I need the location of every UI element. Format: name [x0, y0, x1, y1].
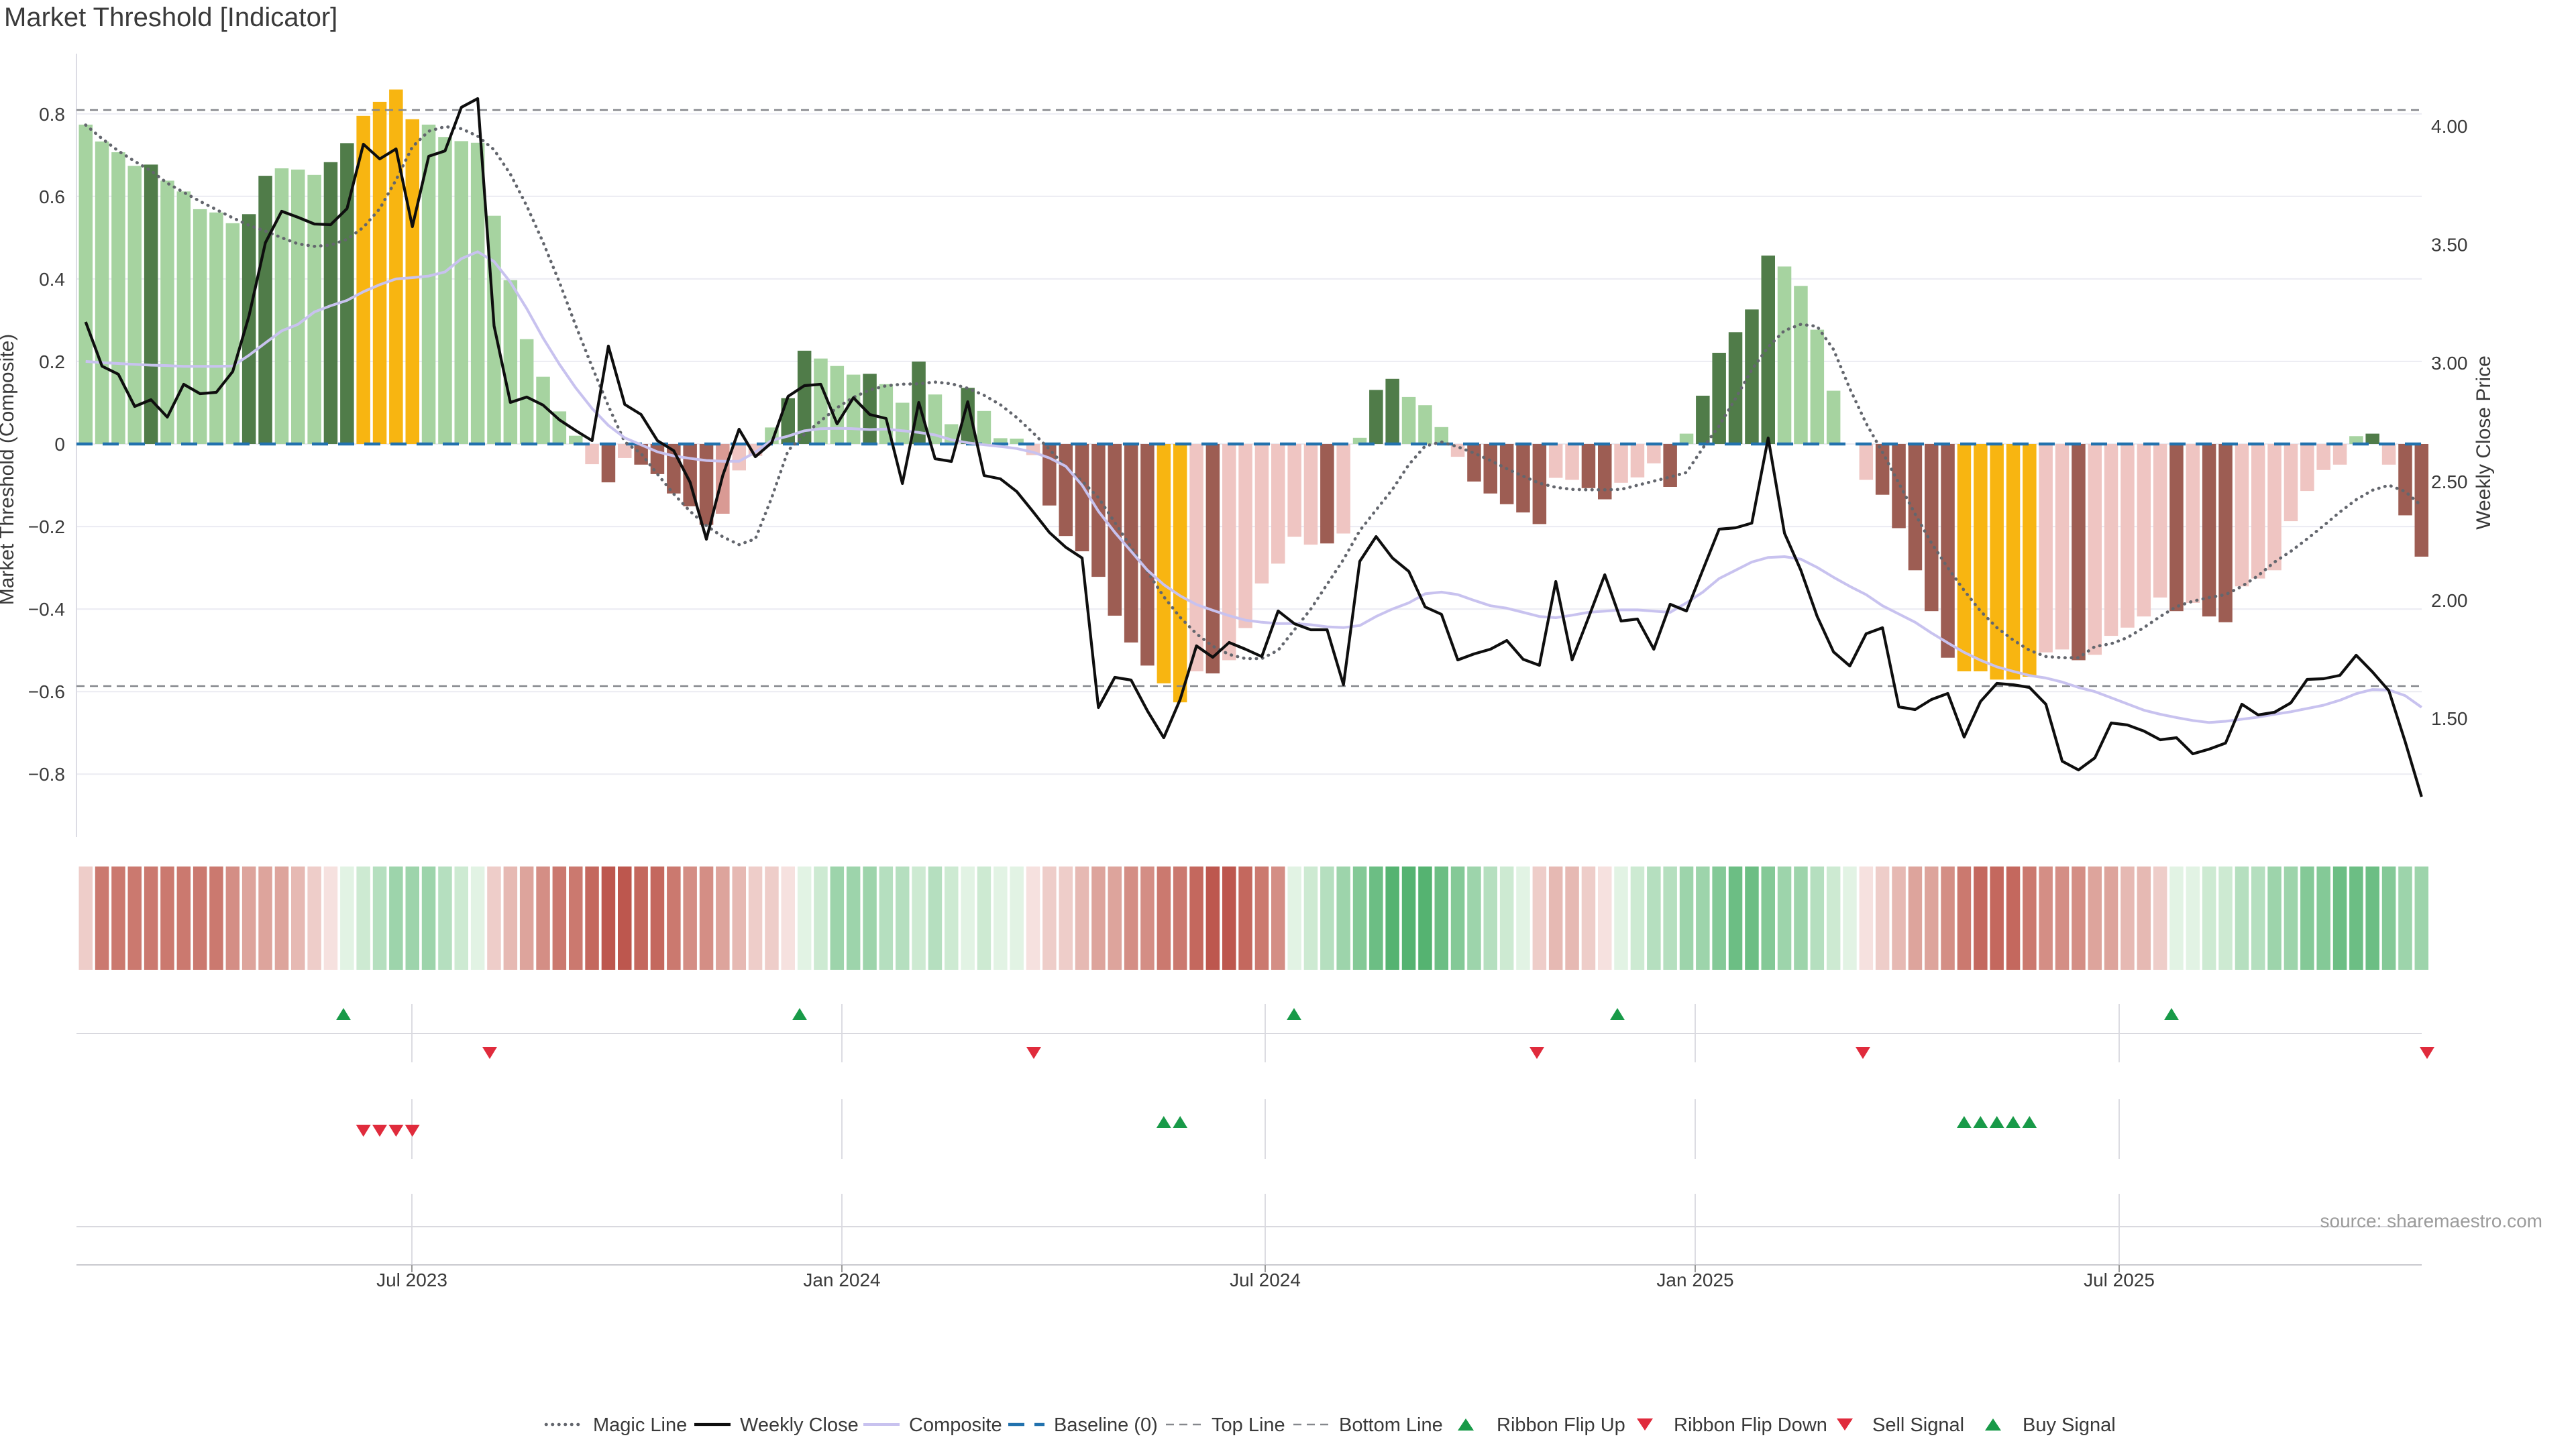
svg-text:Jan 2025: Jan 2025	[1656, 1270, 1733, 1290]
svg-text:Top Line: Top Line	[1212, 1414, 1285, 1436]
svg-text:−0.4: −0.4	[28, 599, 65, 620]
svg-text:Jul 2024: Jul 2024	[1230, 1270, 1301, 1290]
svg-text:Weekly Close: Weekly Close	[740, 1414, 859, 1436]
svg-text:Magic Line: Magic Line	[593, 1414, 687, 1436]
svg-text:3.50: 3.50	[2431, 235, 2468, 256]
svg-text:Composite: Composite	[909, 1414, 1002, 1436]
svg-text:Weekly Close Price: Weekly Close Price	[2473, 355, 2495, 530]
svg-text:−0.2: −0.2	[28, 516, 65, 537]
svg-text:0.8: 0.8	[39, 104, 65, 125]
svg-text:Bottom Line: Bottom Line	[1339, 1414, 1443, 1436]
svg-text:1.50: 1.50	[2431, 708, 2468, 729]
svg-text:−0.8: −0.8	[28, 764, 65, 785]
svg-text:Sell Signal: Sell Signal	[1872, 1414, 1964, 1436]
svg-text:2.50: 2.50	[2431, 471, 2468, 492]
svg-text:Jan 2024: Jan 2024	[803, 1270, 880, 1290]
svg-text:−0.6: −0.6	[28, 681, 65, 702]
svg-text:Ribbon Flip Up: Ribbon Flip Up	[1497, 1414, 1625, 1436]
svg-text:Baseline (0): Baseline (0)	[1054, 1414, 1158, 1436]
svg-text:3.00: 3.00	[2431, 353, 2468, 374]
svg-text:0: 0	[54, 434, 65, 455]
svg-text:Jul 2023: Jul 2023	[376, 1270, 447, 1290]
svg-text:0.2: 0.2	[39, 351, 65, 372]
svg-text:Buy Signal: Buy Signal	[2023, 1414, 2116, 1436]
svg-text:0.4: 0.4	[39, 269, 65, 290]
svg-text:Ribbon Flip Down: Ribbon Flip Down	[1674, 1414, 1827, 1436]
svg-text:Market Threshold (Composite): Market Threshold (Composite)	[0, 334, 18, 606]
svg-text:Jul 2025: Jul 2025	[2084, 1270, 2155, 1290]
svg-text:Market Threshold [Indicator]: Market Threshold [Indicator]	[4, 3, 337, 32]
svg-text:2.00: 2.00	[2431, 590, 2468, 611]
svg-text:4.00: 4.00	[2431, 116, 2468, 137]
svg-text:0.6: 0.6	[39, 186, 65, 207]
svg-text:source: sharemaestro.com: source: sharemaestro.com	[2320, 1211, 2542, 1231]
